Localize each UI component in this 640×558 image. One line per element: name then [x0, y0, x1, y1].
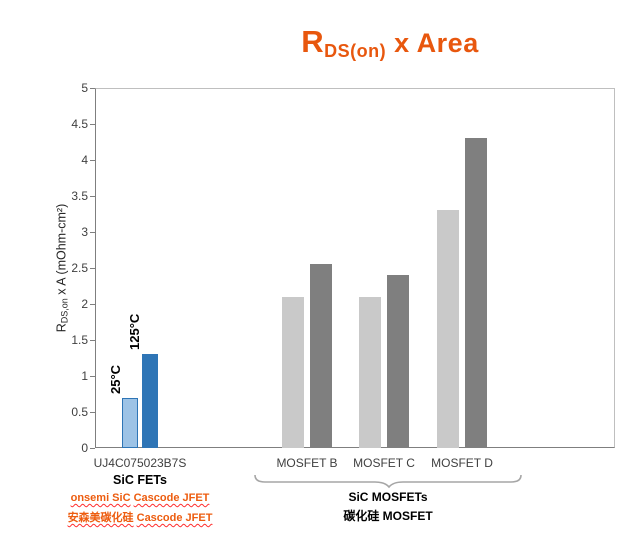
y-tick-label: 0 [81, 441, 88, 455]
y-tick-label: 4.5 [71, 117, 88, 131]
x-category-label: MOSFET D [431, 456, 493, 470]
y-axis-symbol: R [54, 323, 69, 333]
y-tick-mark [90, 268, 95, 269]
bar-mosfet-b-125°C [310, 264, 332, 448]
plot-area [95, 88, 615, 448]
bar-mosfet-c-125°C [387, 275, 409, 448]
y-tick-mark [90, 448, 95, 449]
footnote-cn-part1: 安森美碳化硅 [67, 512, 134, 524]
y-tick-label: 1.5 [71, 333, 88, 347]
bar-mosfet-d-25°C [437, 210, 459, 448]
title-rest: x Area [386, 28, 479, 58]
y-tick-mark [90, 88, 95, 89]
y-tick-label: 4 [81, 153, 88, 167]
footnote-en-part2: Cascode JFET [133, 492, 210, 504]
y-tick-mark [90, 160, 95, 161]
y-tick-mark [90, 376, 95, 377]
y-tick-mark [90, 340, 95, 341]
bar-mosfet-b-25°C [282, 297, 304, 448]
y-tick-mark [90, 232, 95, 233]
y-tick-label: 0.5 [71, 405, 88, 419]
footnote-en-part1: onsemi SiC [70, 492, 131, 504]
y-tick-mark [90, 196, 95, 197]
group-sublabel-sic-fets: SiC FETs [113, 473, 167, 487]
label-sic-mosfets-cn: 碳化硅 MOSFET [343, 509, 433, 523]
bar-annotation-25c: 25°C [108, 364, 123, 394]
bar-annotation-125c: 125°C [127, 313, 142, 350]
y-tick-mark [90, 304, 95, 305]
y-tick-label: 3 [81, 225, 88, 239]
y-tick-label: 2 [81, 297, 88, 311]
x-category-label: UJ4C075023B7S [93, 456, 187, 470]
footnote-onsemi-en: onsemi SiC Cascode JFET [10, 492, 270, 504]
x-category-label: MOSFET B [276, 456, 338, 470]
brace-sic-mosfets [254, 474, 522, 489]
title-symbol: R [301, 24, 325, 59]
y-tick-label: 2.5 [71, 261, 88, 275]
footnote-onsemi-cn: 安森美碳化硅 Cascode JFET [10, 509, 270, 525]
bar-uj4c075023b7s-125°C [142, 354, 158, 448]
chart-title: RDS(on) x Area [130, 24, 640, 62]
label-sic-mosfets: SiC MOSFETs [348, 490, 428, 504]
y-axis-units: x A (mOhm-cm²) [54, 203, 69, 299]
y-tick-label: 1 [81, 369, 88, 383]
footnote-cn-part2: Cascode JFET [136, 512, 213, 524]
bar-mosfet-d-125°C [465, 138, 487, 448]
y-tick-label: 5 [81, 81, 88, 95]
x-category-label: MOSFET C [353, 456, 415, 470]
bar-uj4c075023b7s-25°C [122, 398, 138, 448]
bar-mosfet-c-25°C [359, 297, 381, 448]
y-tick-mark [90, 124, 95, 125]
y-tick-label: 3.5 [71, 189, 88, 203]
y-tick-mark [90, 412, 95, 413]
title-subscript: DS(on) [324, 41, 387, 61]
